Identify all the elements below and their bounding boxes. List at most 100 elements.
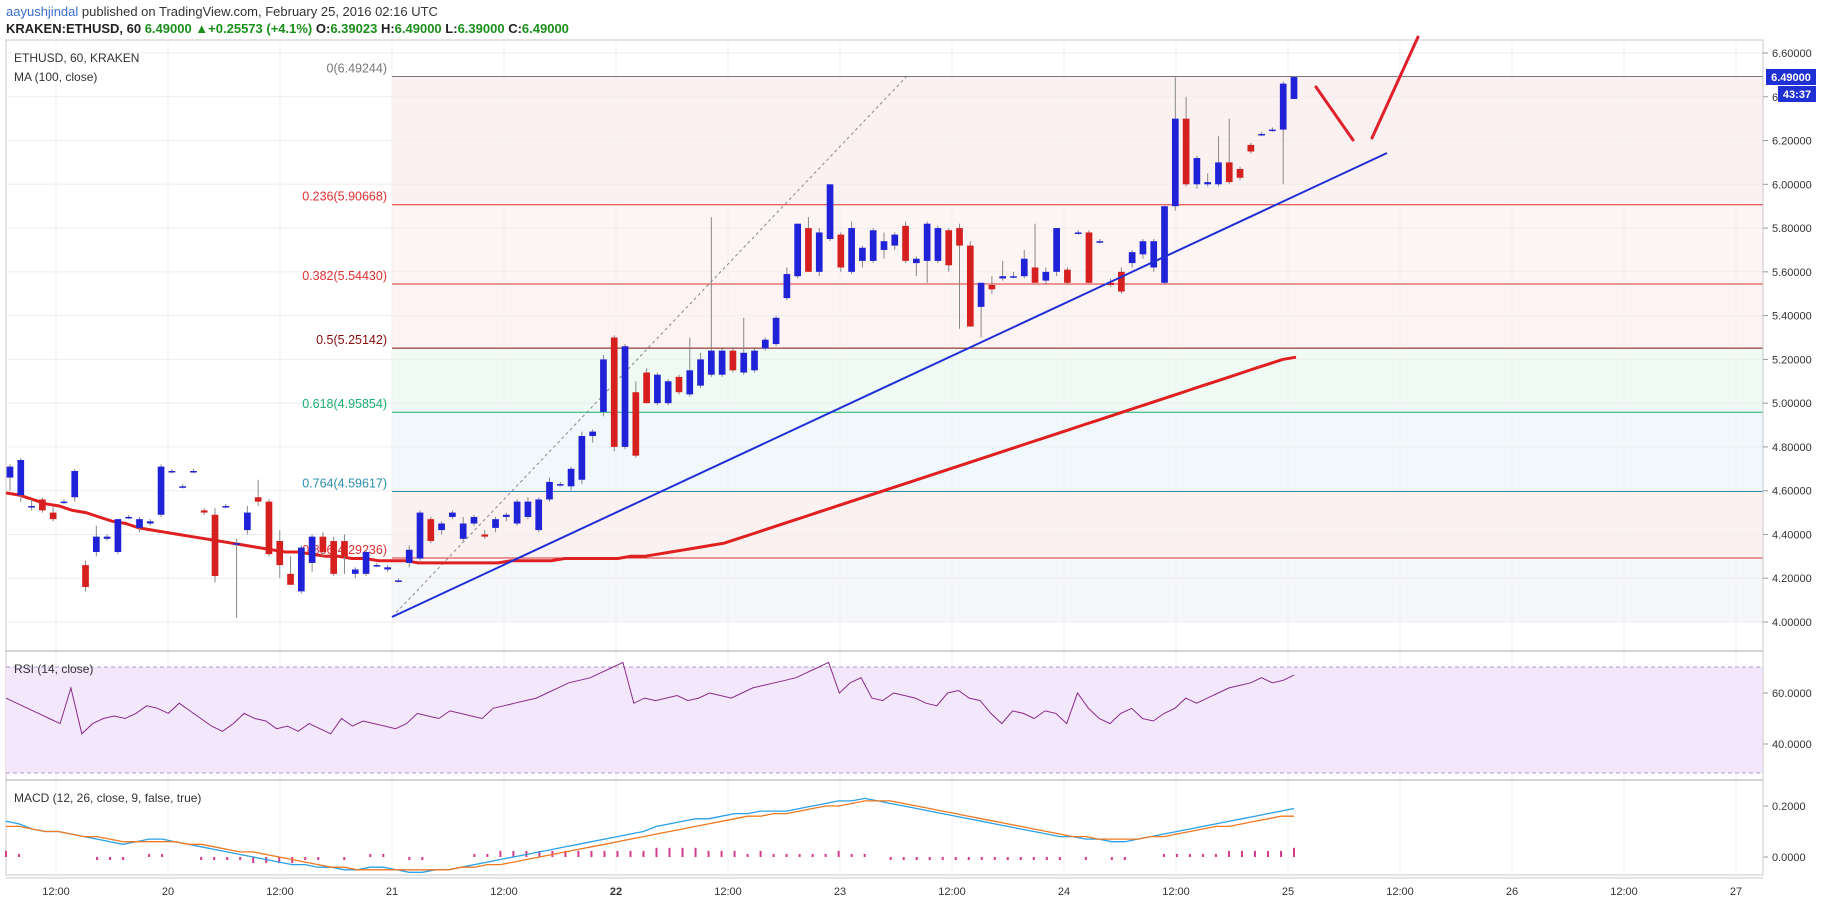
- time-badge-bg: [1778, 86, 1816, 102]
- time-tick-label: 24: [1058, 886, 1070, 898]
- macd-line: [5, 797, 1295, 873]
- author-link[interactable]: aayushjindal: [6, 4, 79, 19]
- candle-body: [578, 435, 586, 480]
- candle-body: [513, 501, 521, 524]
- candle-body: [546, 481, 553, 500]
- candle-body: [913, 258, 920, 264]
- time-tick-label: 22: [610, 886, 622, 898]
- candle-body: [1193, 158, 1201, 185]
- candle-body: [179, 486, 186, 488]
- candle-body: [125, 516, 133, 519]
- candle-body: [136, 519, 143, 528]
- candle-body: [1290, 77, 1298, 99]
- rsi-layer: 60.0000 40.0000: [5, 661, 1812, 751]
- publish-info: published on TradingView.com, February 2…: [81, 4, 438, 19]
- projection-arrow: [1314, 35, 1420, 142]
- time-tick-label: 26: [1506, 886, 1518, 898]
- candles-layer: [6, 77, 1298, 618]
- candle-body: [384, 567, 391, 570]
- open-label: O:: [315, 21, 331, 36]
- candle-body: [567, 468, 575, 487]
- candle-body: [783, 274, 791, 299]
- time-axis: 12:00 20 12:00 21 12:00 22 12:00 23 12:00 24 12:00…: [42, 886, 1742, 898]
- candle-body: [481, 534, 489, 537]
- rsi-tick-label: 60.0000: [1772, 688, 1812, 700]
- candle-body: [1128, 252, 1136, 264]
- price-tick-label: 4.40000: [1772, 529, 1812, 541]
- candle-body: [643, 372, 650, 404]
- time-tick-label: 27: [1730, 886, 1742, 898]
- price-tick-label: 5.80000: [1772, 223, 1812, 235]
- candle-body: [1139, 241, 1147, 255]
- candle-body: [934, 228, 942, 261]
- candle-body: [902, 225, 909, 261]
- candle-body: [805, 228, 812, 272]
- rsi-band: [6, 667, 1763, 773]
- candle-body: [772, 317, 780, 345]
- chart-header: aayushjindal published on TradingView.co…: [0, 0, 1824, 40]
- price-tick-label: 6.60000: [1772, 48, 1812, 60]
- candle-body: [1107, 282, 1114, 285]
- price-tick-label: 5.40000: [1772, 311, 1812, 323]
- fib-zone-3: [392, 347, 1763, 412]
- time-tick-label: 12:00: [490, 886, 518, 898]
- candle-body: [190, 470, 197, 473]
- candle-body: [49, 512, 57, 520]
- candle-body: [60, 501, 68, 504]
- close-label: C:: [508, 21, 522, 36]
- candle-body: [880, 241, 888, 250]
- price-tick-label: 5.20000: [1772, 354, 1812, 366]
- candle-body: [686, 370, 694, 395]
- price-tick-label: 4.00000: [1772, 617, 1812, 629]
- rsi-line: [5, 661, 1295, 735]
- candle-body: [244, 512, 251, 531]
- time-tick-label: 23: [834, 886, 846, 898]
- main-pane-title: ETHUSD, 60, KRAKEN: [14, 51, 139, 65]
- candle-body: [427, 519, 435, 542]
- candle-body: [1042, 271, 1050, 281]
- publish-line: aayushjindal published on TradingView.co…: [6, 4, 438, 19]
- candle-body: [1020, 258, 1028, 277]
- candle-body: [502, 514, 510, 517]
- candle-body: [945, 230, 953, 266]
- ma-100-line: [5, 355, 1297, 565]
- candle-body: [1085, 232, 1093, 283]
- candle-body: [276, 541, 284, 566]
- candle-body: [664, 381, 672, 404]
- candle-body: [254, 497, 262, 502]
- open-value: 6.39023: [330, 21, 378, 36]
- rsi-pane-title: RSI (14, close): [14, 662, 93, 676]
- candle-body: [211, 514, 219, 577]
- fib-zone-1: [392, 205, 1763, 282]
- fib-diagonal-dashed: [391, 74, 909, 618]
- price-tick-label: 5.00000: [1772, 398, 1812, 410]
- candle-body: [330, 541, 338, 574]
- time-badge: 43:37: [1783, 89, 1811, 101]
- time-tick-label: 25: [1282, 886, 1294, 898]
- candle-body: [1171, 118, 1179, 207]
- candle-body: [632, 392, 640, 456]
- candle-body: [966, 245, 974, 327]
- candle-body: [891, 234, 899, 246]
- candle-body: [697, 359, 704, 386]
- candle-body: [859, 247, 866, 261]
- candle-body: [815, 232, 823, 272]
- candle-body: [1074, 232, 1082, 234]
- candle-body: [956, 228, 963, 246]
- trendline[interactable]: [391, 152, 1388, 618]
- candle-body: [740, 352, 748, 373]
- candle-body: [416, 512, 424, 559]
- candle-body: [362, 551, 370, 574]
- candle-body: [761, 339, 769, 349]
- candle-body: [707, 350, 715, 375]
- candle-body: [1204, 182, 1212, 185]
- time-tick-label: 12:00: [266, 886, 294, 898]
- candle-body: [1225, 162, 1233, 183]
- symbol-line: KRAKEN:ETHUSD, 60 6.49000 ▲+0.25573 (+4.…: [6, 21, 569, 36]
- candle-body: [923, 223, 931, 261]
- candle-body: [265, 501, 273, 555]
- candle-body: [729, 350, 737, 371]
- candle-body: [82, 565, 89, 587]
- candle-body: [233, 543, 240, 545]
